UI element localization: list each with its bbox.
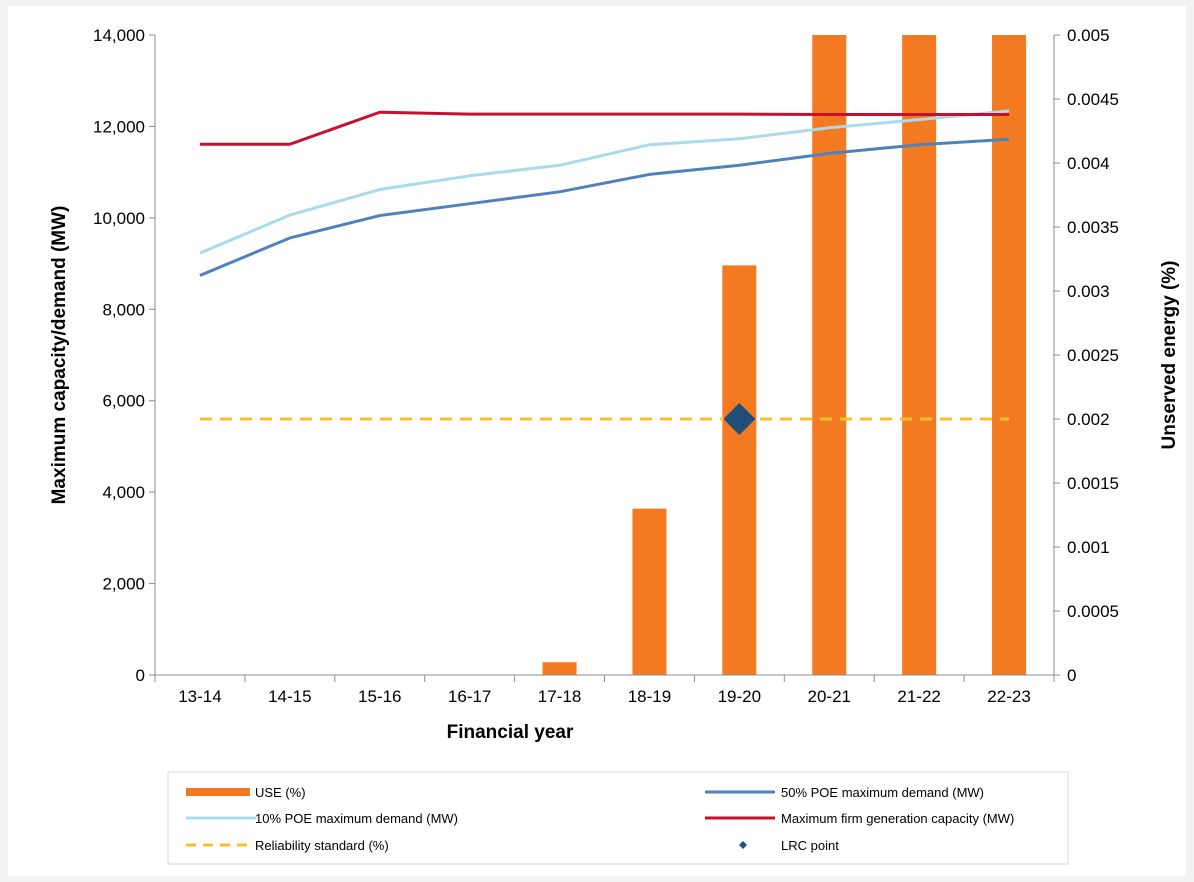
y-right-tick-label: 0.001 [1067, 538, 1110, 557]
legend-swatch-lrc [739, 841, 747, 849]
bar-use-20-21 [812, 35, 847, 675]
chart-svg: 0 2,000 4,000 6,000 8,000 10,000 12,000 14,000 0… [49, 26, 1180, 865]
y-right-tick-label: 0.0045 [1067, 90, 1119, 109]
x-tick-label: 20-21 [808, 687, 851, 706]
y-left-tick-label: 2,000 [102, 575, 145, 594]
bar-use-19-20 [722, 265, 757, 675]
y-left-tick-label: 12,000 [93, 117, 145, 136]
x-tick-label: 22-23 [987, 687, 1030, 706]
y-right-tick-label: 0.002 [1067, 410, 1110, 429]
x-tick-label: 16-17 [448, 687, 491, 706]
legend-label: LRC point [781, 838, 839, 853]
bar-use-21-22 [902, 35, 937, 675]
legend-swatch-use [186, 788, 250, 796]
chart-area: 0 2,000 4,000 6,000 8,000 10,000 12,000 14,000 0… [8, 6, 1186, 876]
y-left-tick-label: 8,000 [102, 300, 145, 319]
legend-label: USE (%) [255, 785, 306, 800]
y-right-tick-label: 0.0005 [1067, 602, 1119, 621]
bar-use-17-18 [542, 662, 577, 675]
line-poe10 [199, 109, 1010, 255]
y-right-tick-label: 0.0015 [1067, 474, 1119, 493]
x-axis-title: Financial year [447, 722, 574, 743]
y-right-tick-label: 0.005 [1067, 26, 1110, 45]
y-left-tick-label: 10,000 [93, 209, 145, 228]
y-axis-left-title: Maximum capacity/demand (MW) [49, 206, 70, 505]
legend-label: Reliability standard (%) [255, 838, 389, 853]
x-tick-label: 18-19 [628, 687, 671, 706]
x-tick-label: 19-20 [718, 687, 761, 706]
line-firm-capacity [199, 110, 1010, 146]
bar-use-22-23 [992, 35, 1027, 675]
y-right-tick-label: 0.0035 [1067, 218, 1119, 237]
x-tick-label: 14-15 [268, 687, 311, 706]
bar-use-18-19 [632, 508, 667, 675]
y-axis-right-title: Unserved energy (%) [1159, 260, 1180, 449]
legend-box [167, 771, 1069, 865]
line-poe50 [199, 137, 1010, 277]
legend-label: Maximum firm generation capacity (MW) [781, 811, 1014, 826]
y-right-tick-label: 0.003 [1067, 282, 1110, 301]
lrc-point-marker [723, 403, 756, 435]
legend: USE (%) 50% POE maximum demand (MW) 10% PO… [167, 771, 1069, 865]
legend-label: 50% POE maximum demand (MW) [781, 785, 984, 800]
y-right-tick-label: 0.0025 [1067, 346, 1119, 365]
y-right-tick-label: 0.004 [1067, 154, 1110, 173]
x-tick-label: 15-16 [358, 687, 401, 706]
y-right-tick-label: 0 [1067, 666, 1076, 685]
y-left-tick-label: 6,000 [102, 392, 145, 411]
y-left-tick-label: 0 [136, 666, 145, 685]
x-tick-label: 13-14 [178, 687, 221, 706]
axes-layer: 0 2,000 4,000 6,000 8,000 10,000 12,000 14,000 0… [93, 26, 1119, 706]
x-tick-label: 17-18 [538, 687, 581, 706]
y-left-tick-label: 14,000 [93, 26, 145, 45]
x-tick-label: 21-22 [897, 687, 940, 706]
legend-label: 10% POE maximum demand (MW) [255, 811, 458, 826]
plot-layer [199, 35, 1027, 675]
y-left-tick-label: 4,000 [102, 483, 145, 502]
